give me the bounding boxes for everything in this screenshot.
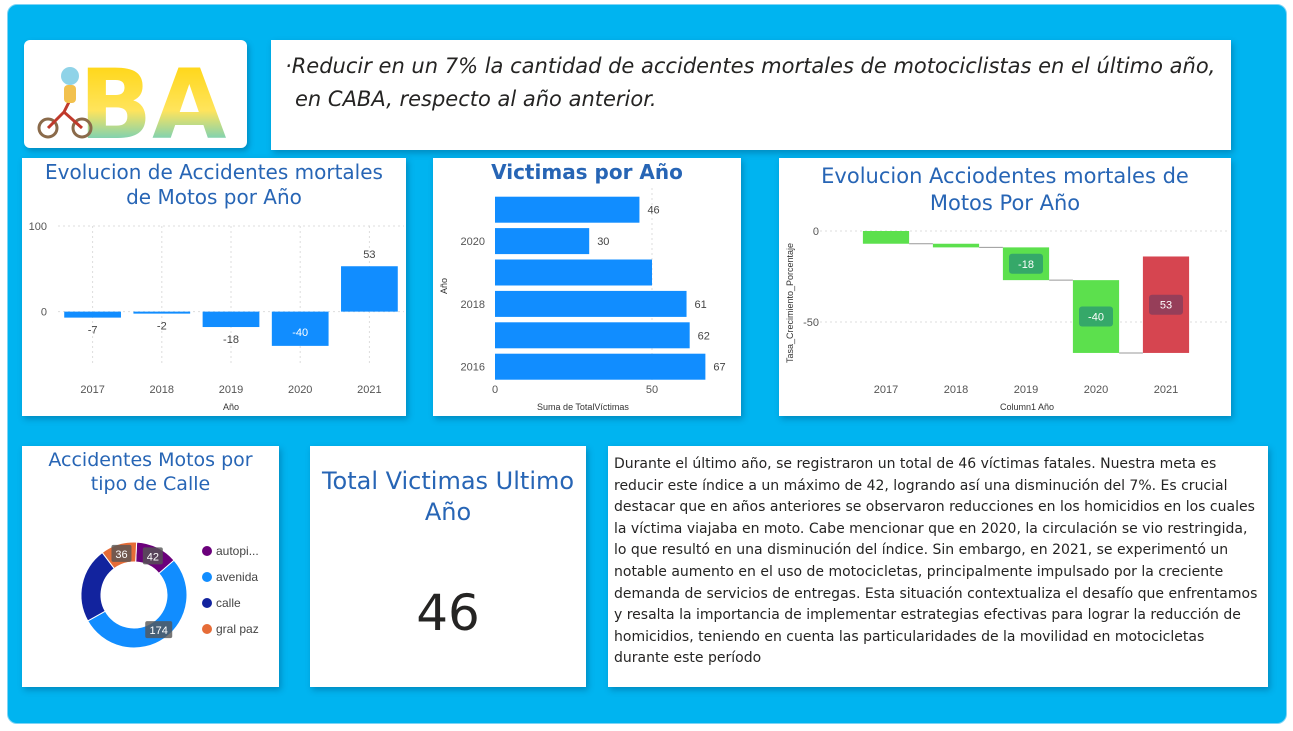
x-tick-label: 2020 [288, 384, 312, 396]
data-label: 53 [363, 249, 375, 261]
y-tick-label: 2018 [461, 299, 485, 311]
chart-3-svg: 0 -50 2017 2018 -18 2019 -40 2020 53 2021 Column1 … [785, 226, 1227, 412]
x-tick-label: 2019 [1014, 384, 1038, 396]
chart-waterfall-card: Evolucion Acciodentes mortales de Motos … [779, 158, 1231, 416]
narrative-text: Durante el último año, se registraron un… [614, 456, 1258, 667]
kpi-card: Total Victimas Ultimo Año 46 [310, 446, 586, 687]
chart-1-svg: 100 0 -7 2017 -2 2018 -18 2019 -40 2020 53 2021 Año [29, 221, 404, 412]
chart-2-title: Victimas por Año [491, 160, 683, 184]
bar [202, 311, 260, 328]
data-label: -2 [157, 320, 167, 332]
x-axis-title: Año [223, 402, 239, 412]
narrative-card: Durante el último año, se registraron un… [608, 446, 1268, 687]
bar [495, 290, 687, 317]
legend-marker [202, 624, 212, 634]
legend-label: avenida [216, 570, 259, 584]
chart-evolucion-card: Evolucion de Accidentes mortales de Moto… [22, 158, 406, 416]
y-axis-title: Año [439, 278, 449, 294]
x-tick-label: 2018 [944, 384, 968, 396]
legend-item[interactable]: avenida [202, 570, 258, 584]
legend-marker [202, 546, 212, 556]
legend-item[interactable]: calle [202, 596, 241, 610]
data-label-bg [1149, 294, 1183, 315]
data-label: -18 [1018, 259, 1034, 271]
logo-card: BA [24, 40, 247, 161]
x-tick-label: 50 [646, 384, 658, 396]
x-tick-label: 0 [492, 384, 498, 396]
data-label: -40 [1088, 312, 1104, 324]
objective-card: ·Reducir en un 7% la cantidad de acciden… [271, 40, 1231, 150]
chart-1-title: Evolucion de Accidentes mortales de Moto… [45, 160, 383, 209]
bar [495, 196, 640, 223]
kpi-value: 46 [416, 584, 480, 642]
data-label: 42 [147, 551, 159, 563]
bar [271, 311, 329, 346]
data-label: 53 [1160, 300, 1172, 312]
chart-4-title: Accidentes Motos por tipo de Calle [48, 449, 253, 495]
x-axis-title: Suma de TotalVíctimas [537, 402, 629, 412]
donut-slice [80, 551, 115, 622]
x-tick-label: 2019 [219, 384, 243, 396]
legend-marker [202, 572, 212, 582]
bullet: · [285, 54, 292, 78]
bar [133, 311, 191, 314]
x-tick-label: 2018 [150, 384, 174, 396]
chart-2-svg: 46 30 2020 61 2018 62 67 2016 0 50 Suma de TotalVí… [439, 188, 726, 412]
data-label: 30 [597, 236, 609, 248]
bar [495, 228, 590, 255]
ba-logo: BA [37, 49, 226, 161]
y-tick-label: -50 [803, 317, 819, 329]
data-label-bg [111, 544, 132, 562]
y-tick-label: 0 [41, 307, 47, 319]
waterfall-bar [932, 243, 980, 248]
chart-donut-card: Accidentes Motos por tipo de Calle 42 174… [22, 446, 279, 687]
bar [495, 259, 652, 286]
chart-4-svg: 42 174 36 [80, 541, 188, 649]
x-tick-label: 2020 [1084, 384, 1108, 396]
data-label: -18 [223, 334, 239, 346]
data-label: 62 [698, 330, 710, 342]
data-label: -40 [292, 327, 308, 339]
data-label: 36 [115, 549, 127, 561]
data-label-bg [142, 547, 163, 565]
data-label: 174 [150, 625, 168, 637]
x-tick-label: 2021 [1154, 384, 1178, 396]
legend-marker [202, 598, 212, 608]
bar [341, 266, 398, 312]
y-tick-label: 2016 [461, 362, 485, 374]
data-label: 67 [713, 362, 725, 374]
legend-item[interactable]: gral paz [202, 622, 259, 636]
data-label-bg [1079, 306, 1113, 327]
legend-item[interactable]: autopi... [202, 544, 259, 558]
x-tick-label: 2017 [80, 384, 104, 396]
data-label: -7 [88, 325, 98, 337]
data-label-bg [1009, 253, 1043, 274]
bar [495, 322, 690, 349]
bar [495, 353, 706, 380]
y-axis-title: Tasa_Crecimiento_Porcentaje [785, 243, 795, 363]
x-tick-label: 2021 [357, 384, 381, 396]
waterfall-bar [862, 231, 910, 244]
x-axis-title: Column1 Año [1000, 402, 1054, 412]
cyclist-icon [37, 67, 93, 139]
legend-label: gral paz [216, 622, 259, 636]
kpi-title: Total Victimas Ultimo Año [321, 467, 575, 526]
data-label-bg [145, 621, 173, 639]
bar [64, 311, 121, 318]
data-label: 61 [695, 299, 707, 311]
legend-label: autopi... [216, 544, 259, 558]
data-label: 46 [647, 205, 659, 217]
y-tick-label: 100 [29, 221, 47, 233]
legend-label: calle [216, 596, 241, 610]
y-tick-label: 0 [813, 226, 819, 238]
objective-text: ·Reducir en un 7% la cantidad de acciden… [285, 54, 1216, 111]
x-tick-label: 2017 [874, 384, 898, 396]
chart-3-title: Evolucion Acciodentes mortales de Motos … [821, 164, 1189, 215]
logo-text: BA [79, 49, 226, 148]
y-tick-label: 2020 [461, 236, 485, 248]
chart-victimas-card: Victimas por Año 46 30 2020 61 2018 62 67 2016 0… [433, 158, 741, 416]
